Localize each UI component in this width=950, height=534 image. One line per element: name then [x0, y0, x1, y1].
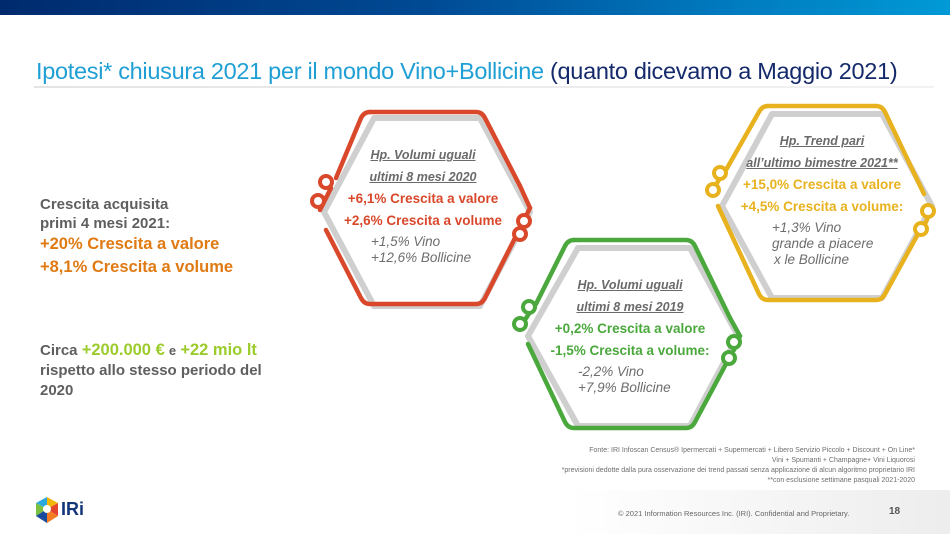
compare-line-2: 2020 — [40, 382, 74, 399]
acquired-growth-block: Crescita acquisita primi 4 mesi 2021: +2… — [40, 195, 233, 279]
footer-band — [0, 490, 950, 534]
compare-line-1: rispetto allo stesso periodo del — [40, 362, 262, 379]
hex-red-heading-2: ultimi 8 mesi 2020 — [369, 170, 477, 184]
hex-red-heading-1: Hp. Volumi uguali — [370, 148, 476, 162]
hex-red-value-growth: +6,1% Crescita a valore — [347, 191, 499, 206]
acquired-value-growth: +20% Crescita a valore — [40, 235, 220, 253]
hexagon-scenario-2020: Hp. Volumi uguali ultimi 8 mesi 2020 +6,… — [308, 104, 538, 312]
copyright-notice: © 2021 Information Resources Inc. (IRI).… — [618, 509, 850, 518]
hex-green-volume-growth: -1,5% Crescita a volume: — [550, 343, 710, 358]
hex-gold-value-growth: +15,0% Crescita a valore — [743, 177, 901, 192]
hex-red-wine: +1,5% Vino — [371, 234, 441, 249]
hex-gold-sparkling-2: x le Bollicine — [774, 252, 850, 267]
hex-green-wine: -2,2% Vino — [578, 364, 644, 379]
hex-gold-heading-2: all’ultimo bimestre 2021** — [746, 156, 898, 170]
title-note: (quanto dicevamo a Maggio 2021) — [550, 58, 898, 84]
absolute-growth-block: Circa +200.000 € e +22 mio lt rispetto a… — [40, 340, 262, 401]
hex-red-volume-growth: +2,6% Crescita a volume — [344, 213, 502, 228]
hexagon-frame-green-icon — [512, 237, 743, 431]
amount-volume: +22 mio lt — [180, 341, 257, 359]
hex-green-heading-1: Hp. Volumi uguali — [577, 278, 683, 292]
hex-gold-sparkling-1: grande a piacere — [772, 236, 874, 251]
acquired-volume-growth: +8,1% Crescita a volume — [40, 258, 234, 276]
footnote-categories: Vini + Spumanti + Champagne+ Vini Liquor… — [771, 457, 915, 464]
iri-cube-icon — [36, 497, 58, 523]
hex-red-sparkling: +12,6% Bollicine — [371, 250, 472, 265]
slide-title: Ipotesi* chiusura 2021 per il mondo Vino… — [36, 58, 898, 85]
header-gradient-bar — [0, 0, 950, 15]
conjunction: e — [168, 343, 177, 358]
iri-logo: IRi — [35, 495, 105, 527]
amount-value: +200.000 € — [81, 341, 165, 359]
acquired-growth-label-2: primi 4 mesi 2021: — [40, 215, 171, 232]
hex-green-value-growth: +0,2% Crescita a valore — [554, 321, 706, 336]
footnote-source: Fonte: IRI Infoscan Census® Ipermercati … — [589, 447, 915, 454]
hex-green-heading-2: ultimi 8 mesi 2019 — [576, 300, 684, 314]
acquired-growth-label-1: Crescita acquisita — [40, 196, 169, 213]
title-divider — [34, 86, 934, 88]
footnote-forecast: *previsioni dedotte dalla pura osservazi… — [561, 467, 915, 474]
hex-green-sparkling: +7,9% Bollicine — [578, 380, 671, 395]
hex-gold-volume-growth: +4,5% Crescita a volume: — [740, 199, 904, 214]
hexagon-frame-red-icon — [310, 109, 533, 309]
hex-gold-heading-1: Hp. Trend pari — [779, 134, 865, 148]
hexagon-scenario-2019: Hp. Volumi uguali ultimi 8 mesi 2019 +0,… — [512, 234, 748, 432]
title-main: Ipotesi* chiusura 2021 per il mondo Vino… — [36, 58, 544, 84]
hex-gold-wine: +1,3% Vino — [772, 220, 842, 235]
circa-label: Circa — [40, 342, 78, 359]
hexagon-frame-gold-icon — [705, 103, 936, 303]
page-number: 18 — [889, 506, 901, 517]
hexagon-scenario-trend-2021: Hp. Trend pari all’ultimo bimestre 2021*… — [704, 100, 940, 306]
iri-logo-text: IRi — [61, 499, 85, 519]
footnote-easter: **con esclusione settimane pasquali 2021… — [767, 477, 916, 484]
source-footnote: Fonte: IRI Infoscan Census® Ipermercati … — [562, 446, 915, 486]
